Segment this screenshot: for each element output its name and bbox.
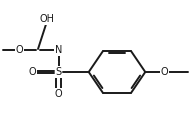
Text: O: O — [28, 67, 36, 77]
Text: O: O — [55, 89, 62, 99]
Text: N: N — [55, 45, 62, 55]
Text: O: O — [161, 67, 169, 77]
Text: O: O — [16, 45, 23, 55]
Text: OH: OH — [39, 14, 54, 24]
Text: S: S — [55, 67, 62, 77]
